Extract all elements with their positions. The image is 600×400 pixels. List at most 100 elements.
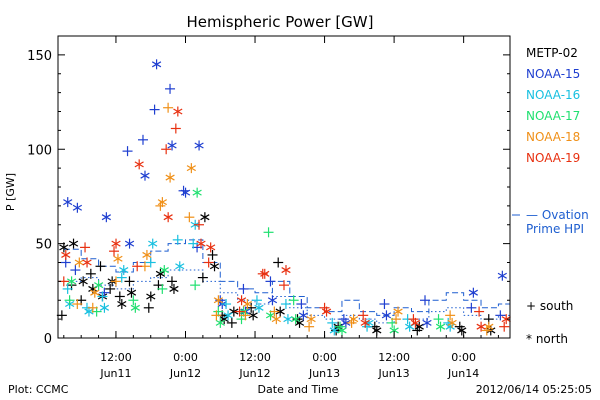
north-point-arm xyxy=(389,327,399,334)
south-point xyxy=(279,280,289,291)
north-point xyxy=(159,265,169,276)
south-point xyxy=(445,310,456,321)
legend-series-noaa-17: NOAA-17 xyxy=(526,109,580,123)
north-point xyxy=(101,212,111,223)
north-point-arm xyxy=(457,327,467,334)
north-point-arm xyxy=(196,240,206,247)
north-point-arm xyxy=(329,327,339,334)
north-point-arm xyxy=(151,61,162,68)
north-point-arm xyxy=(126,289,137,296)
north-point xyxy=(130,302,140,313)
north-point xyxy=(74,257,84,268)
south-point xyxy=(335,321,346,332)
north-point-arm xyxy=(165,174,175,181)
north-point-arm xyxy=(113,255,123,262)
north-point xyxy=(63,197,73,208)
north-point xyxy=(223,310,233,321)
y-tick-label: 50 xyxy=(35,238,52,253)
south-point xyxy=(346,317,357,328)
north-point xyxy=(200,212,210,223)
north-point xyxy=(410,317,421,328)
north-point-arm xyxy=(169,285,179,292)
north-point xyxy=(329,325,339,336)
north-point xyxy=(281,265,291,276)
south-point xyxy=(338,314,349,325)
north-point-arm xyxy=(140,172,150,179)
north-point xyxy=(124,238,135,249)
south-point xyxy=(221,299,232,310)
north-point-arm xyxy=(94,282,104,289)
south-point xyxy=(161,144,172,155)
south-point xyxy=(433,314,444,325)
south-point xyxy=(391,314,402,325)
north-point-arm xyxy=(497,272,507,279)
north-point-arm xyxy=(173,108,183,115)
north-point xyxy=(254,302,264,313)
north-point xyxy=(294,317,305,328)
x-tick-label-date: Jun13 xyxy=(308,367,340,380)
south-point xyxy=(194,219,205,230)
south-point xyxy=(62,283,73,294)
south-point xyxy=(454,321,465,332)
south-point xyxy=(166,276,177,287)
x-tick-label-time: 0:00 xyxy=(451,351,476,364)
north-point xyxy=(90,287,100,298)
north-point-arm xyxy=(291,316,301,323)
south-point xyxy=(379,299,390,310)
legend: METP-02 NOAA-15 NOAA-16 NOAA-17 NOAA-18 NOAA-… xyxy=(526,46,580,165)
north-point xyxy=(119,265,129,276)
north-point-arm xyxy=(445,323,455,330)
south-point xyxy=(412,325,423,336)
north-point-arm xyxy=(175,263,185,270)
north-point xyxy=(99,302,110,313)
north-point-arm xyxy=(422,319,432,326)
chart-title: Hemispheric Power [GW] xyxy=(187,13,374,31)
south-point xyxy=(327,317,338,328)
south-point xyxy=(474,306,485,317)
north-point xyxy=(180,187,191,198)
north-point-arm xyxy=(223,312,233,319)
north-point-arm xyxy=(447,319,457,326)
north-point-arm xyxy=(59,244,69,251)
north-point xyxy=(267,295,278,306)
north-point-arm xyxy=(213,297,224,304)
north-point-arm xyxy=(298,312,309,319)
north-point-arm xyxy=(84,308,94,315)
north-point-arm xyxy=(101,214,111,221)
north-point xyxy=(173,106,183,117)
north-point xyxy=(148,238,158,249)
x-tick-label-date: Jun11 xyxy=(99,367,131,380)
model-south-line xyxy=(63,269,511,324)
south-point xyxy=(226,317,237,328)
north-point-arm xyxy=(119,267,129,274)
x-tick-label-date: Jun13 xyxy=(378,367,410,380)
footer-timestamp: 2012/06/14 05:25:05 xyxy=(476,383,592,396)
south-point xyxy=(97,291,108,302)
north-point-arm xyxy=(74,259,84,266)
north-point-arm xyxy=(167,142,177,149)
north-point xyxy=(209,261,220,272)
north-point xyxy=(111,238,121,249)
south-point xyxy=(408,314,419,325)
x-tick-label-date: Jun12 xyxy=(169,367,201,380)
north-point-arm xyxy=(192,189,202,196)
north-point-arm xyxy=(200,214,210,221)
north-point xyxy=(167,140,177,151)
north-point xyxy=(113,253,123,264)
x-tick-label-time: 0:00 xyxy=(312,351,337,364)
north-point-arm xyxy=(157,199,168,206)
north-point xyxy=(94,280,104,291)
north-point-arm xyxy=(337,327,347,334)
south-point xyxy=(197,272,208,283)
south-point xyxy=(184,212,195,223)
south-point xyxy=(240,310,251,321)
north-point-arm xyxy=(72,204,83,211)
south-point xyxy=(149,104,160,115)
north-point xyxy=(248,310,258,321)
south-point xyxy=(128,295,139,306)
north-point xyxy=(117,299,127,310)
north-point-arm xyxy=(414,323,424,330)
south-point xyxy=(481,325,492,336)
north-point-arm xyxy=(163,214,173,221)
